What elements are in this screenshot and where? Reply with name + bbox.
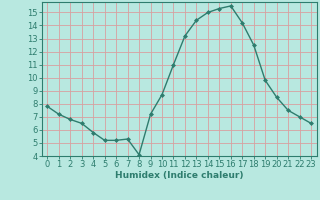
- X-axis label: Humidex (Indice chaleur): Humidex (Indice chaleur): [115, 171, 244, 180]
